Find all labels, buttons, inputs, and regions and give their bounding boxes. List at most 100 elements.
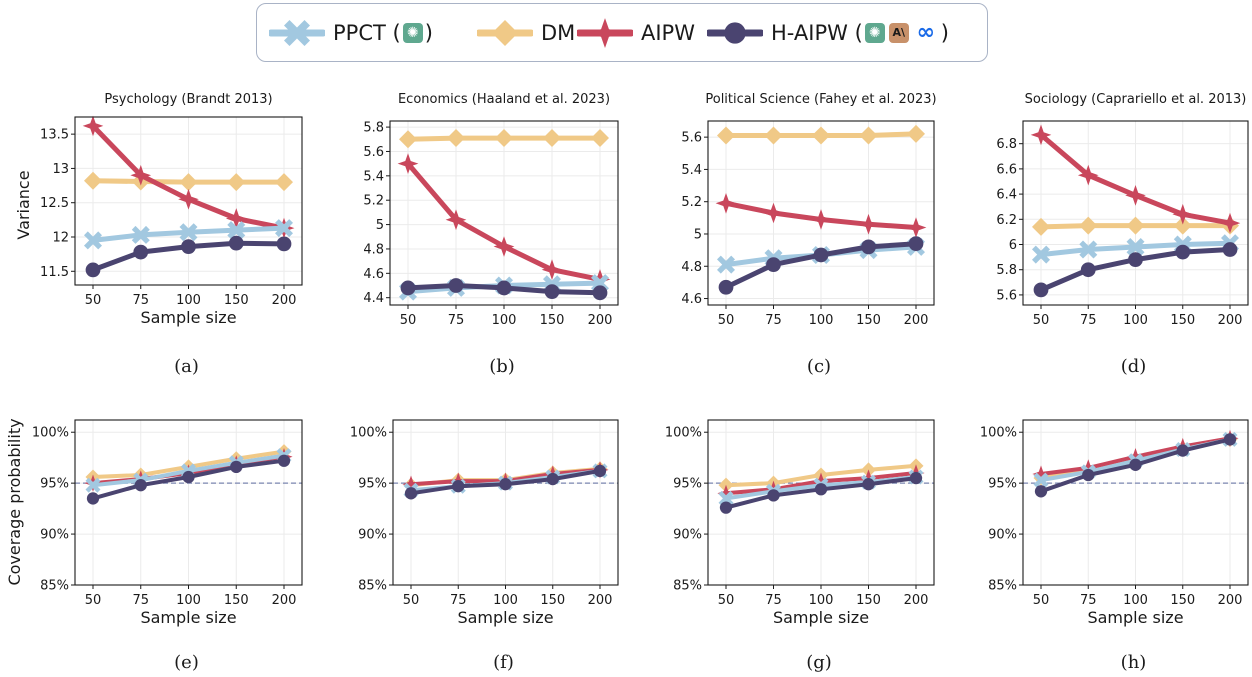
y-tick-label: 6.6 <box>996 162 1017 177</box>
y-tick-label: 6.2 <box>996 213 1017 228</box>
legend-marker-h-aipw <box>724 22 746 44</box>
x-tick-label: 50 <box>718 313 735 328</box>
panel-letter: (d) <box>1121 356 1147 377</box>
data-point-aipw <box>397 153 419 174</box>
data-point-h-aipw <box>592 285 608 301</box>
x-axis-label: Sample size <box>1087 608 1183 627</box>
x-tick-label: 75 <box>1080 593 1097 608</box>
x-tick-label: 75 <box>765 593 782 608</box>
panel-title: Psychology (Brandt 2013) <box>104 92 272 107</box>
x-tick-label: 75 <box>132 593 149 608</box>
x-tick-label: 150 <box>1170 313 1195 328</box>
data-point-h-aipw <box>1129 458 1142 471</box>
data-point-h-aipw <box>909 471 923 485</box>
legend-swatch-ppct <box>269 20 325 46</box>
y-tick-label: 5.6 <box>363 145 384 160</box>
data-point-h-aipw <box>1175 244 1191 260</box>
y-tick-label: 6.4 <box>996 188 1017 203</box>
data-point-h-aipw <box>181 239 196 254</box>
panel-title: Economics (Haaland et al. 2023) <box>398 92 610 107</box>
data-point-aipw <box>402 475 420 493</box>
y-tick-label: 6 <box>1009 238 1017 253</box>
data-point-h-aipw <box>277 454 291 467</box>
data-point-dm <box>764 126 783 145</box>
legend-item-h-aipw: H-AIPW (✺ A\ ∞) <box>707 14 949 52</box>
data-point-dm <box>84 171 102 190</box>
data-point-h-aipw <box>133 244 149 260</box>
y-tick-label: 5.2 <box>363 194 384 209</box>
data-point-dm <box>179 173 198 192</box>
data-point-ppct <box>1033 472 1049 488</box>
x-tick-label: 100 <box>176 593 201 608</box>
legend-label-dm: DM <box>541 21 576 45</box>
data-point-h-aipw <box>276 236 292 252</box>
data-point-dm <box>812 126 830 145</box>
y-tick-label: 85% <box>40 579 69 594</box>
data-point-aipw <box>1030 124 1052 146</box>
legend-swatch-dm <box>477 20 533 46</box>
data-point-ppct <box>717 255 735 274</box>
data-point-dm <box>1079 216 1098 235</box>
x-tick-label: 150 <box>856 313 881 328</box>
x-axis-label: Sample size <box>457 608 553 627</box>
x-tick-label: 100 <box>1123 593 1148 608</box>
x-tick-label: 75 <box>450 593 467 608</box>
data-point-dm <box>227 173 246 192</box>
meta-logo-icon: ∞ <box>916 20 935 45</box>
data-point-h-aipw <box>766 257 781 273</box>
x-tick-label: 200 <box>272 593 297 608</box>
panel-letter: (h) <box>1121 652 1147 673</box>
data-point-aipw <box>1077 164 1099 186</box>
y-tick-label: 95% <box>40 477 69 492</box>
y-tick-label: 5.8 <box>996 263 1017 278</box>
panel-title: Sociology (Caprariello et al. 2013) <box>1025 92 1247 107</box>
chart-panel-f: 85% 90% 95% 100% 50 75 100 150 200 Sample size (f) <box>350 419 619 673</box>
x-tick-label: 150 <box>224 293 249 308</box>
data-point-h-aipw <box>85 262 101 278</box>
y-tick-label: 90% <box>40 528 69 543</box>
data-point-h-aipw <box>1080 262 1096 278</box>
data-point-aipw <box>810 209 832 230</box>
x-tick-label: 100 <box>493 593 518 608</box>
data-point-h-aipw <box>1223 433 1237 446</box>
data-point-ppct <box>1079 240 1098 259</box>
y-tick-label: 100% <box>350 426 387 441</box>
x-tick-label: 50 <box>718 593 735 608</box>
legend-item-ppct: PPCT (✺) <box>269 14 433 52</box>
x-tick-label: 75 <box>1080 313 1097 328</box>
chart-panel-d: 5.6 5.8 6 6.2 6.4 6.6 6.8 50 75 100 150 200 Sociolog… <box>996 92 1249 377</box>
data-point-ppct <box>718 490 734 506</box>
x-tick-label: 200 <box>588 313 613 328</box>
data-point-aipw <box>541 259 563 280</box>
panel-letter: (a) <box>174 356 199 377</box>
data-point-h-aipw <box>452 480 465 493</box>
x-tick-label: 75 <box>448 313 465 328</box>
openai-logo-icon: ✺ <box>402 23 423 43</box>
x-tick-label: 200 <box>1218 313 1243 328</box>
data-point-h-aipw <box>1082 468 1095 482</box>
chart-panel-g: 85% 90% 95% 100% 50 75 100 150 200 Sample size (g) <box>665 419 935 673</box>
data-point-ppct <box>1032 245 1050 264</box>
y-tick-label: 5.6 <box>681 131 702 146</box>
data-point-h-aipw <box>1128 252 1143 268</box>
y-axis-label-coverage: Coverage probability <box>5 418 24 585</box>
data-point-ppct <box>85 477 101 493</box>
data-point-h-aipw <box>861 239 876 255</box>
data-point-h-aipw <box>767 489 780 502</box>
x-axis-label: Sample size <box>140 308 236 327</box>
data-point-aipw <box>812 472 830 490</box>
x-tick-label: 75 <box>132 293 149 308</box>
data-point-ppct <box>131 225 150 244</box>
data-point-aipw <box>717 484 735 502</box>
x-tick-label: 100 <box>809 313 834 328</box>
data-point-ppct <box>179 223 198 242</box>
y-tick-label: 85% <box>673 579 702 594</box>
data-point-aipw <box>1032 465 1050 483</box>
legend-label-aipw: AIPW <box>641 21 695 45</box>
legend-label-h-aipw: H-AIPW ( <box>771 21 863 45</box>
x-tick-label: 75 <box>765 313 782 328</box>
panel-letter: (c) <box>807 356 831 377</box>
data-point-dm <box>1173 216 1192 235</box>
x-tick-label: 100 <box>492 313 517 328</box>
